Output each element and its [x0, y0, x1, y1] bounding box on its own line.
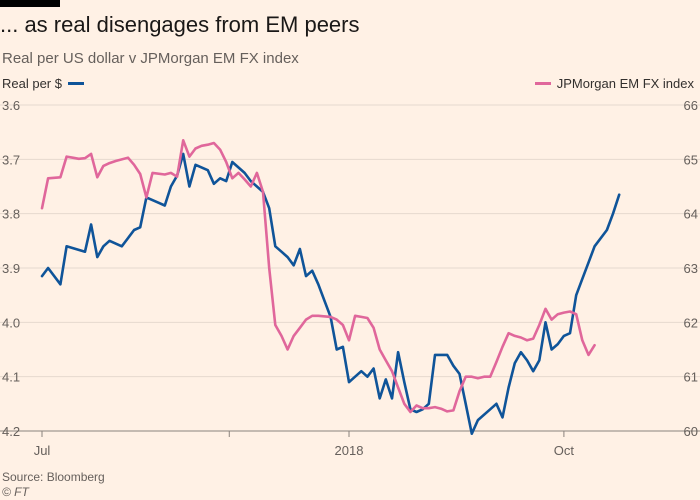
legend-em-label: JPMorgan EM FX index: [556, 76, 694, 91]
source-note: Source: Bloomberg: [2, 470, 105, 484]
chart-plot: 3.6 66 3.7 65 3.8 64 3.9 63 4.0 62 4.1 61 4.2 60 Jul 20…: [0, 98, 700, 458]
left-tick-label: 4.1: [2, 370, 20, 385]
em-fx-series-line: [40, 138, 596, 414]
right-tick-label: 60: [684, 424, 698, 439]
x-tick-label: Jul: [34, 443, 51, 458]
right-tick-label: 63: [684, 261, 698, 276]
legend-real-swatch: [67, 82, 84, 85]
chart-subtitle: Real per US dollar v JPMorgan EM FX inde…: [2, 50, 299, 67]
left-tick-label: 3.8: [2, 207, 20, 222]
x-tick-label: Oct: [554, 443, 575, 458]
ft-credit: © FT: [2, 485, 29, 499]
right-tick-label: 62: [684, 315, 698, 330]
left-tick-label: 4.0: [2, 315, 20, 330]
left-tick-label: 4.2: [2, 424, 20, 439]
right-tick-label: 65: [684, 152, 698, 167]
left-tick-label: 3.6: [2, 98, 20, 113]
legend-em-swatch: [534, 82, 551, 85]
legend-real: Real per $: [2, 76, 84, 91]
legend-em: JPMorgan EM FX index: [534, 76, 694, 91]
legend-real-label: Real per $: [2, 76, 62, 91]
right-tick-label: 64: [684, 207, 698, 222]
chart-title: ... as real disengages from EM peers: [0, 12, 360, 37]
ft-brand-bar: [0, 0, 60, 7]
left-tick-label: 3.9: [2, 261, 20, 276]
x-tick-label: 2018: [335, 443, 364, 458]
left-tick-label: 3.7: [2, 152, 20, 167]
real-series-line: [40, 152, 621, 436]
right-tick-label: 61: [684, 370, 698, 385]
right-tick-label: 66: [684, 98, 698, 113]
